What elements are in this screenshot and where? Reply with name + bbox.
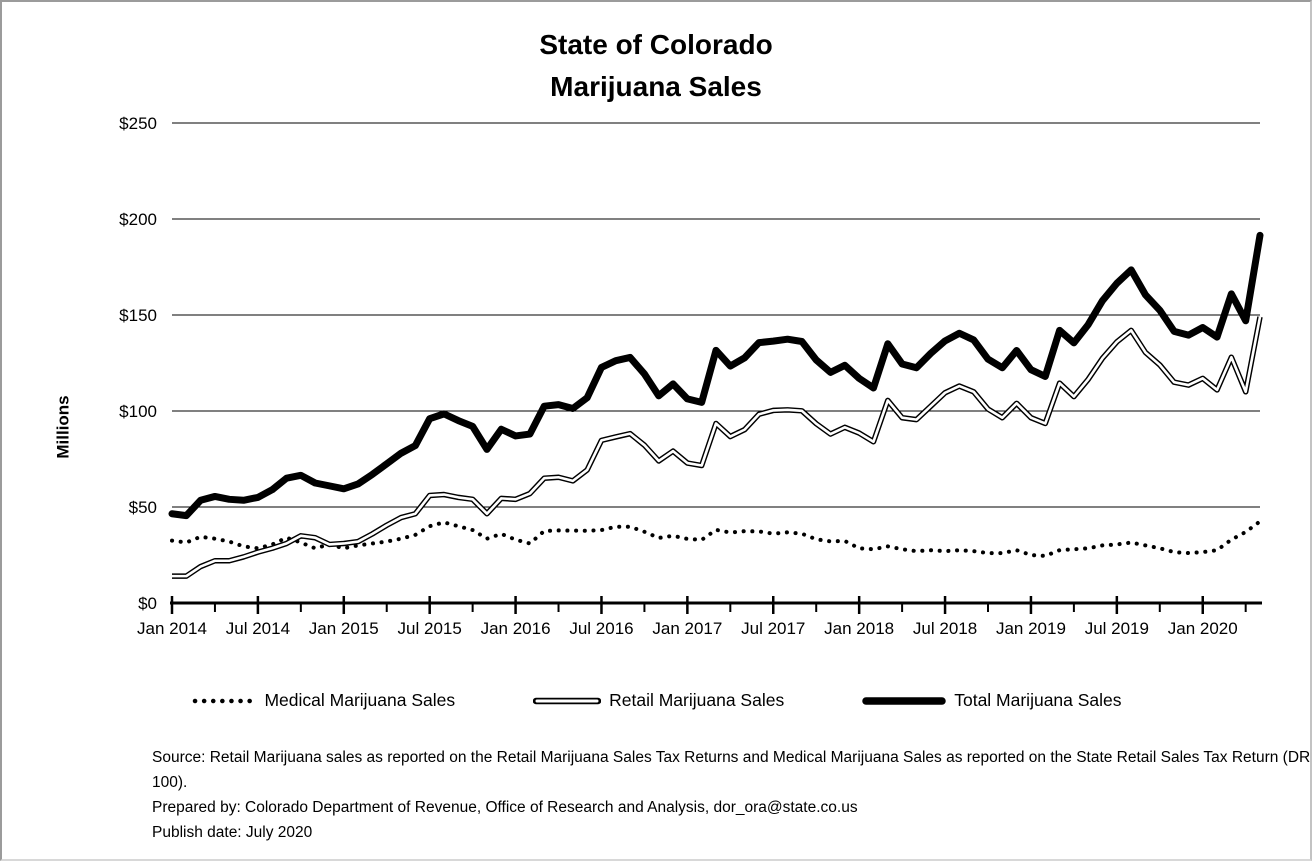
legend: Medical Marijuana Sales Retail Marijuana … (2, 690, 1310, 711)
x-axis-tick-label: Jan 2014 (137, 619, 207, 638)
x-axis-tick-label: Jan 2020 (1167, 619, 1238, 638)
x-axis-tick-label: Jan 2017 (652, 619, 723, 638)
medical-line-sample (193, 698, 254, 703)
y-axis-tick-label: $0 (138, 594, 157, 613)
x-axis-tick-label: Jul 2015 (397, 619, 462, 638)
legend-label: Medical Marijuana Sales (264, 690, 456, 710)
source-note: Source: Retail Marijuana sales as report… (152, 749, 1311, 791)
legend-item-dotted: Medical Marijuana Sales (190, 690, 455, 711)
retail-series-line-core (172, 316, 1262, 578)
legend-label: Total Marijuana Sales (954, 690, 1122, 710)
y-axis-title: Millions (53, 395, 73, 459)
y-axis-tick-label: $250 (119, 114, 157, 133)
chart-title-line1: State of Colorado (539, 29, 773, 60)
y-axis-tick-label: $50 (128, 498, 157, 517)
publish-date-note: Publish date: July 2020 (152, 824, 313, 841)
x-axis-tick-label: Jan 2015 (308, 619, 379, 638)
y-axis-tick-label: $100 (119, 402, 157, 421)
x-axis-tick-label: Jul 2016 (569, 619, 634, 638)
plot-area (168, 122, 1264, 614)
chart-title: State of Colorado Marijuana Sales (2, 24, 1310, 108)
x-axis-tick-label: Jul 2018 (912, 619, 978, 638)
x-axis-tick-label: Jan 2016 (480, 619, 551, 638)
x-axis-tick-label: Jan 2019 (995, 619, 1066, 638)
total-series-line (168, 231, 1264, 520)
total-line-sample (862, 696, 946, 705)
x-axis-tick-label: Jul 2014 (225, 619, 291, 638)
prepared-by-note: Prepared by: Colorado Department of Reve… (152, 799, 858, 816)
footnotes: Source: Retail Marijuana sales as report… (152, 745, 1311, 845)
medical-series-line (170, 519, 1262, 558)
y-axis-tick-label: $150 (119, 306, 157, 325)
retail-line-sample (533, 697, 602, 704)
x-axis-tick-label: Jan 2018 (824, 619, 895, 638)
legend-item-thick: Total Marijuana Sales (862, 690, 1122, 711)
legend-item-double: Retail Marijuana Sales (533, 690, 784, 711)
y-axis-tick-label: $200 (119, 210, 157, 229)
chart-title-line2: Marijuana Sales (550, 71, 762, 102)
legend-label: Retail Marijuana Sales (609, 690, 785, 710)
x-axis-tick-label: Jul 2017 (741, 619, 806, 638)
x-axis-tick-label: Jul 2019 (1084, 619, 1149, 638)
